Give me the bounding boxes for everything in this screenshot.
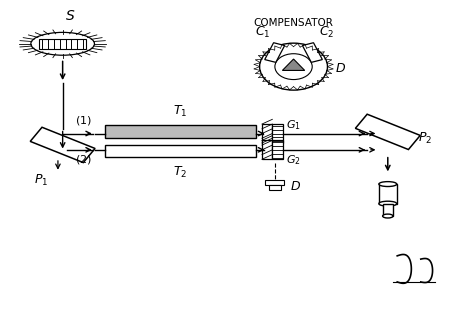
Text: $P_1$: $P_1$ bbox=[34, 173, 48, 188]
Text: $G_2$: $G_2$ bbox=[286, 153, 301, 166]
Polygon shape bbox=[283, 59, 305, 70]
Ellipse shape bbox=[383, 214, 393, 218]
Ellipse shape bbox=[379, 201, 397, 206]
Bar bbox=[105, 145, 256, 157]
Bar bbox=[105, 125, 256, 138]
Bar bbox=[273, 140, 283, 159]
Text: $T_2$: $T_2$ bbox=[173, 164, 188, 180]
Bar bbox=[39, 38, 86, 49]
Text: $(2)$: $(2)$ bbox=[75, 153, 92, 166]
Bar bbox=[265, 181, 284, 185]
Polygon shape bbox=[356, 114, 420, 150]
Text: $T_1$: $T_1$ bbox=[173, 104, 188, 119]
Text: $D$: $D$ bbox=[335, 62, 346, 75]
Text: $D$: $D$ bbox=[290, 180, 301, 192]
Polygon shape bbox=[302, 43, 322, 63]
Circle shape bbox=[260, 43, 328, 90]
Text: COMPENSATOR: COMPENSATOR bbox=[254, 18, 334, 29]
Circle shape bbox=[275, 54, 312, 80]
Bar bbox=[269, 185, 281, 190]
Ellipse shape bbox=[379, 182, 397, 187]
Bar bbox=[262, 140, 273, 159]
Ellipse shape bbox=[31, 32, 94, 55]
Text: $C_2$: $C_2$ bbox=[319, 25, 334, 40]
Text: $G_1$: $G_1$ bbox=[286, 118, 301, 132]
Bar bbox=[273, 124, 283, 143]
Polygon shape bbox=[30, 127, 95, 163]
Bar bbox=[262, 124, 273, 143]
Bar bbox=[379, 184, 397, 204]
Text: $P_2$: $P_2$ bbox=[419, 131, 433, 146]
Polygon shape bbox=[265, 43, 285, 63]
Text: $S$: $S$ bbox=[64, 9, 75, 23]
Text: $(1)$: $(1)$ bbox=[75, 114, 92, 127]
Text: $C_1$: $C_1$ bbox=[255, 25, 271, 40]
Bar bbox=[383, 204, 393, 216]
